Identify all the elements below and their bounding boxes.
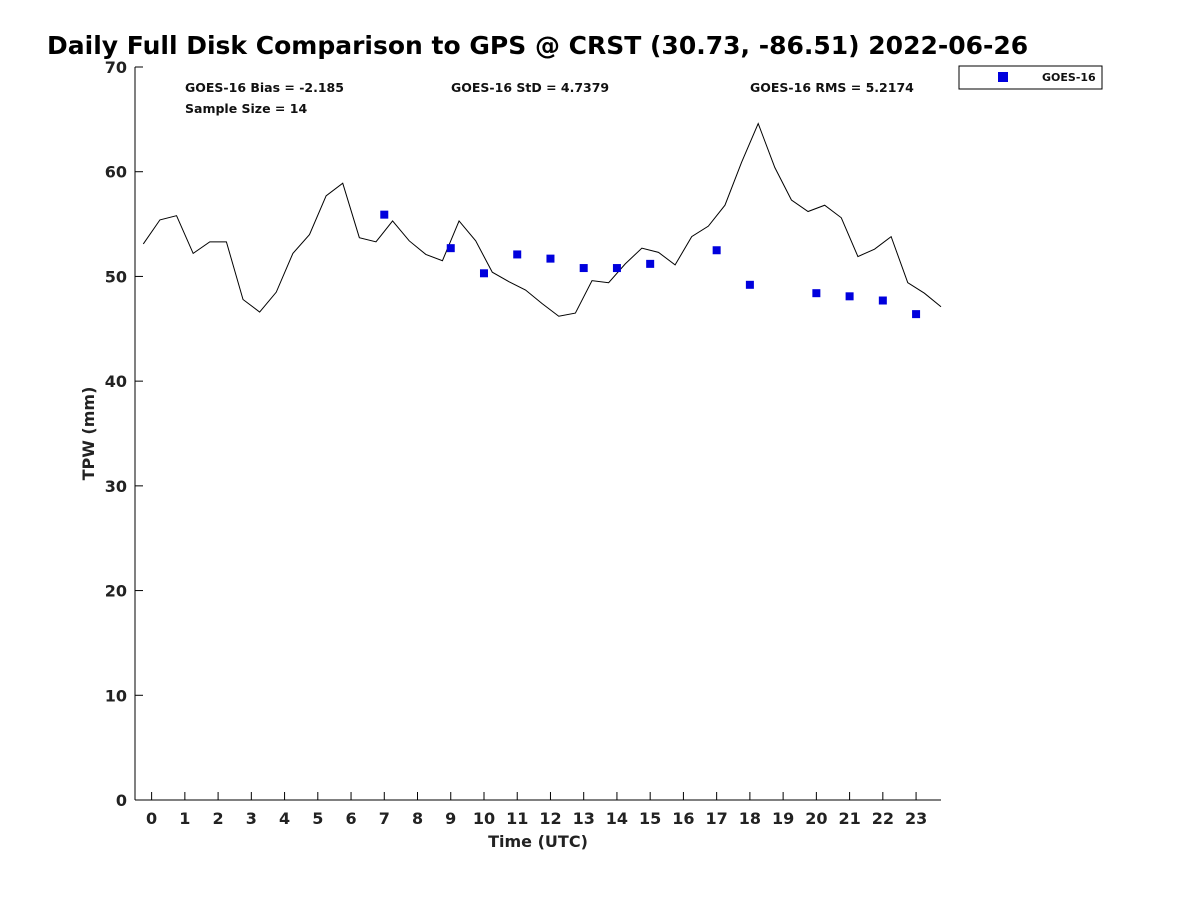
legend-marker-goes16 [998,72,1008,82]
goes16-point [712,246,721,255]
x-tick-label: 6 [345,809,356,828]
goes16-point [579,264,588,273]
rms-stat: GOES-16 RMS = 5.2174 [750,80,914,95]
y-tick-label: 70 [105,58,127,77]
bias-stat: GOES-16 Bias = -2.185 [185,80,344,95]
x-tick-label: 16 [672,809,694,828]
y-tick-label: 0 [116,791,127,810]
goes16-point [845,292,854,301]
y-tick-label: 30 [105,477,127,496]
chart-title: Daily Full Disk Comparison to GPS @ CRST… [47,31,1028,60]
x-tick-label: 3 [246,809,257,828]
goes16-point [479,269,488,278]
x-tick-label: 0 [146,809,157,828]
x-tick-label: 19 [772,809,794,828]
plot-axes [134,67,941,801]
series-layer [142,122,942,319]
x-tick-label: 14 [606,809,628,828]
y-tick-label: 40 [105,372,127,391]
y-tick-label: 60 [105,163,127,182]
y-axis-label: TPW (mm) [79,387,98,481]
y-tick-label: 10 [105,686,127,705]
gps-tpw-line [142,122,942,317]
std-stat: GOES-16 StD = 4.7379 [451,80,609,95]
x-tick-label: 5 [312,809,323,828]
goes16-point [745,280,754,289]
y-axis-ticks: 0 10 20 30 40 50 60 70 [105,58,143,810]
x-tick-label: 7 [379,809,390,828]
x-tick-label: 18 [739,809,761,828]
x-tick-label: 10 [473,809,495,828]
goes16-point [812,289,821,298]
legend-label-goes16: GOES-16 [1042,71,1096,84]
goes16-point [513,250,522,259]
x-tick-label: 12 [539,809,561,828]
goes16-point [380,210,389,219]
x-axis-label: Time (UTC) [488,832,588,851]
x-tick-label: 15 [639,809,661,828]
goes16-point [646,259,655,268]
goes16-point [446,244,455,253]
goes16-point [912,310,921,319]
sample-size-stat: Sample Size = 14 [185,101,307,116]
x-tick-label: 21 [838,809,860,828]
legend: GOES-16 [958,65,1103,90]
x-tick-label: 23 [905,809,927,828]
x-tick-label: 4 [279,809,290,828]
x-tick-label: 20 [805,809,827,828]
x-tick-label: 8 [412,809,423,828]
x-tick-label: 13 [573,809,595,828]
x-tick-label: 2 [213,809,224,828]
x-tick-label: 9 [445,809,456,828]
x-tick-label: 22 [872,809,894,828]
x-axis-ticks: 0 1 2 3 4 5 6 7 8 9 10 11 12 13 14 15 16 17 18 19 20 21 22 23 [146,792,927,828]
x-tick-label: 11 [506,809,528,828]
x-tick-label: 1 [179,809,190,828]
goes16-point [878,296,887,305]
goes16-point [546,254,555,263]
y-tick-label: 50 [105,267,127,286]
goes16-point [612,264,621,273]
y-tick-label: 20 [105,582,127,601]
x-tick-label: 17 [706,809,728,828]
legend-box [958,65,1103,90]
